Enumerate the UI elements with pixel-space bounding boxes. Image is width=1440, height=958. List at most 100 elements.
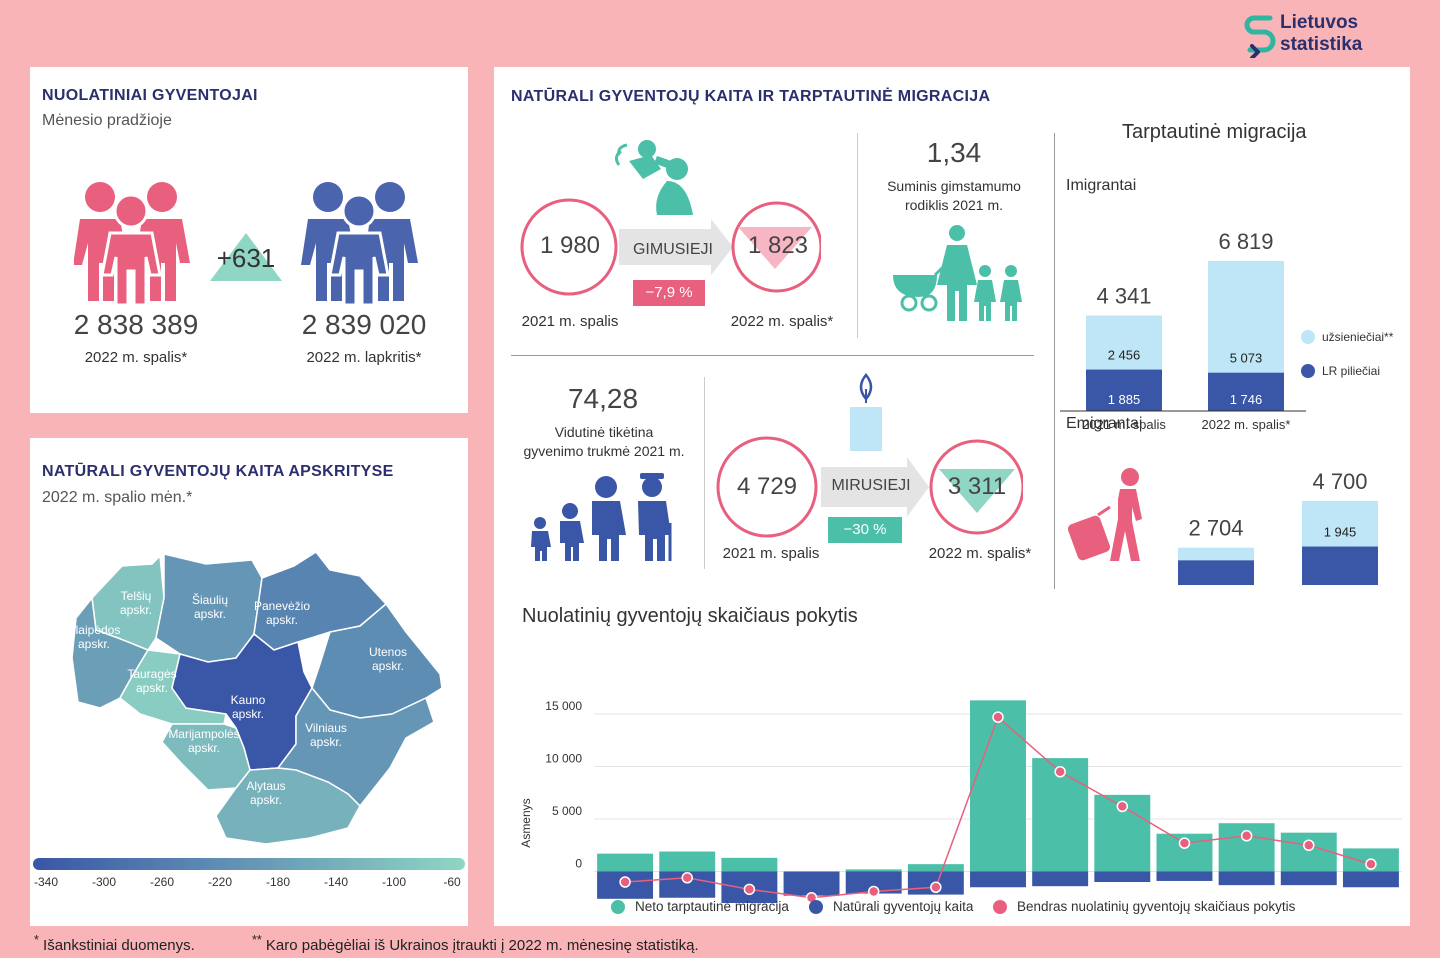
legend-citizens-swatch [1301, 364, 1315, 378]
point-total-change [992, 711, 1004, 723]
county-label-line2: apskr. [120, 603, 152, 617]
divider-vertical-2 [704, 377, 705, 569]
footnote-prelim: * Išankstiniai duomenys. [34, 933, 195, 954]
legend-label: Neto tarptautinė migracija [635, 899, 789, 914]
deaths-change-badge: −30 % [828, 517, 902, 543]
scale-tick-label: -60 [443, 875, 461, 889]
county-label-line1: Marijampolės [168, 727, 239, 741]
baby-icon [614, 140, 693, 215]
emigrants-label: Emigrantai [1066, 415, 1143, 432]
point-total-change [619, 876, 631, 888]
scale-tick-label: -100 [382, 875, 406, 889]
legend-swatch [809, 900, 823, 914]
county-label-line2: apskr. [78, 637, 110, 651]
bar-net-migration [597, 853, 654, 872]
intl-migration-title: Tarptautinė migracija [1122, 121, 1307, 143]
point-total-change [1054, 766, 1066, 778]
births-prev-label: 2021 m. spalis [521, 313, 619, 330]
county-label-line2: apskr. [266, 613, 298, 627]
deaths-curr-value: 3 311 [947, 473, 1007, 500]
y-tick-label: 0 [575, 857, 582, 871]
intl-bar-total: 4 700 [1312, 469, 1367, 494]
legend-swatch [993, 900, 1007, 914]
point-total-change [1178, 837, 1191, 849]
bar-natural-change [1280, 871, 1337, 886]
county-label-line1: Alytaus [246, 779, 285, 793]
county-label-line1: Telšių [121, 589, 152, 603]
candle-icon [850, 373, 882, 451]
monthly-chart-title: Nuolatinių gyventojų skaičiaus pokytis [522, 605, 858, 627]
county-label-line1: Tauragės [127, 667, 176, 681]
point-total-change [930, 881, 942, 893]
population-left-value: 2 838 389 [73, 309, 199, 340]
population-change: +631 [216, 243, 276, 273]
footnote-refugees: ** Karo pabėgėliai iš Ukrainos įtraukti … [252, 933, 699, 954]
footnote-refugees-mark: ** [252, 933, 262, 947]
population-right-label: 2022 m. lapkritis* [306, 349, 422, 366]
fertility-label-1: Suminis gimstamumo [887, 178, 1021, 194]
population-subtitle: Mėnesio pradžioje [42, 112, 172, 129]
county-map-subtitle: 2022 m. spalio mėn.* [42, 489, 193, 506]
intl-bar-citizens-label: 1 885 [1108, 392, 1141, 407]
mother-children-icon [893, 225, 1022, 321]
intl-bar-foreign [1208, 261, 1284, 373]
y-axis-label: Asmenys [519, 798, 533, 847]
population-left-label: 2022 m. spalis* [84, 349, 188, 366]
point-total-change [1303, 839, 1315, 851]
legend-label: Bendras nuolatinių gyventojų skaičiaus p… [1017, 899, 1296, 914]
life-expectancy-value: 74,28 [567, 383, 639, 414]
county-label-line2: apskr. [310, 735, 342, 749]
deaths-arrow-label: MIRUSIEJI [831, 477, 911, 494]
bar-net-migration [907, 864, 964, 872]
divider-horizontal [511, 355, 1034, 356]
intl-bar-foreign-label: 1 945 [1324, 525, 1357, 540]
county-label-line1: Panevėžio [254, 599, 310, 613]
brand-logo: Lietuvos statistika [1244, 12, 1384, 60]
divider-vertical-3 [1054, 133, 1055, 589]
scale-tick-label: -260 [150, 875, 174, 889]
bar-natural-change [1094, 871, 1151, 882]
legend-label: Natūrali gyventojų kaita [833, 899, 974, 914]
county-label-line2: apskr. [194, 607, 226, 621]
bar-natural-change [783, 871, 840, 896]
point-total-change [1365, 858, 1377, 870]
migration-panel: NATŪRALI GYVENTOJŲ KAITA IR TARPTAUTINĖ … [494, 67, 1410, 926]
births-arrow-label: GIMUSIEJI [632, 241, 713, 258]
life-label-2: gyvenimo trukmė 2021 m. [523, 443, 685, 459]
intl-bar-category: 2021 m. spalis [1082, 417, 1166, 432]
footnote-refugees-text: Karo pabėgėliai iš Ukrainos įtraukti į 2… [265, 937, 699, 954]
scale-tick-label: -180 [266, 875, 290, 889]
bar-natural-change [845, 871, 902, 894]
intl-bar-citizens-label: 1 746 [1230, 392, 1263, 407]
point-total-change [681, 872, 693, 884]
bar-net-migration [970, 700, 1026, 872]
deaths-prev-value: 4 729 [736, 473, 798, 500]
county-label-line2: apskr. [250, 793, 282, 807]
intl-bar-citizens [1302, 546, 1378, 585]
county-map-title: NATŪRALI GYVENTOJŲ KAITA APSKRITYSE [42, 463, 394, 480]
births-prev-value: 1 980 [539, 232, 601, 259]
family-blue-icon [301, 182, 418, 305]
footnote-prelim-text: Išankstiniai duomenys. [43, 937, 195, 954]
fertility-label-2: rodiklis 2021 m. [904, 197, 1004, 213]
intl-bar-foreign [1086, 315, 1162, 370]
intl-bar-total: 6 819 [1218, 229, 1273, 254]
color-scale-bar [33, 858, 465, 870]
intl-bar-foreign-label: 5 073 [1230, 351, 1263, 366]
legend-foreign-label: užsieniečiai** [1322, 330, 1394, 344]
bar-natural-change [1032, 871, 1089, 887]
intl-bar-total: 4 341 [1096, 284, 1151, 309]
intl-bar-foreign [1302, 501, 1378, 547]
bar-net-migration [1280, 832, 1337, 872]
births-diagram [520, 198, 821, 296]
intl-bar-category: 2022 m. spalis* [1202, 417, 1291, 432]
legend-swatch [611, 900, 625, 914]
legend-citizens-label: LR piliečiai [1322, 364, 1380, 378]
brand-line1: Lietuvos [1280, 12, 1359, 33]
scale-tick-label: -340 [34, 875, 58, 889]
footnote-prelim-mark: * [34, 933, 39, 947]
scale-tick-label: -140 [324, 875, 348, 889]
scale-tick-label: -300 [92, 875, 116, 889]
intl-bar-foreign [1178, 547, 1254, 561]
traveler-icon [1068, 468, 1142, 561]
